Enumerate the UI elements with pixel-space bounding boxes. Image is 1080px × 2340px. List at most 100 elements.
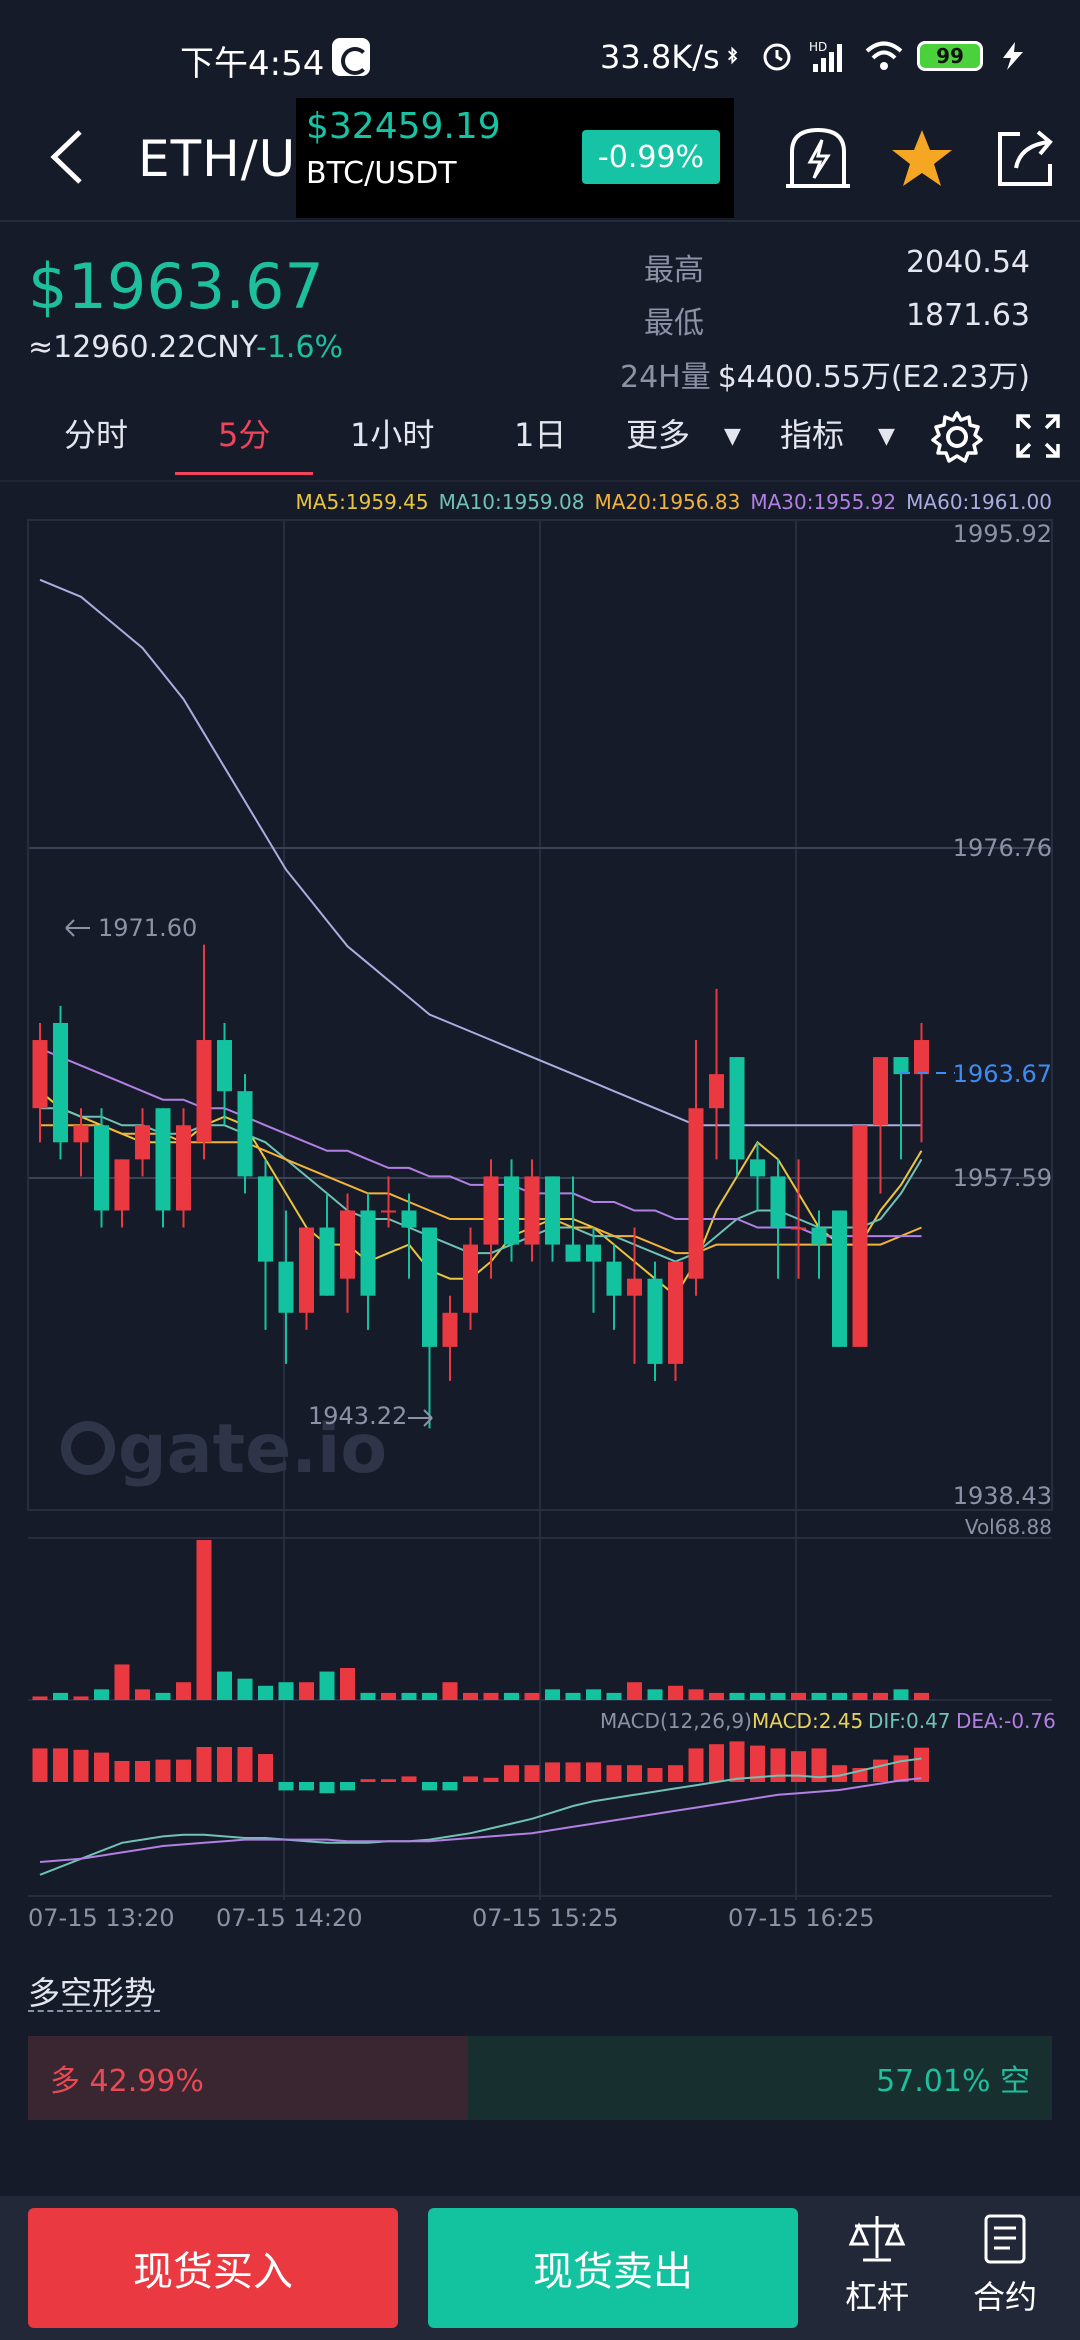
macd-bar xyxy=(893,1755,909,1782)
ma60-line xyxy=(39,578,922,1127)
high-marker-label: 1971.60 xyxy=(98,914,197,942)
macd-bar xyxy=(463,1776,478,1782)
macd-bar xyxy=(53,1748,68,1782)
candle-body xyxy=(217,1040,232,1092)
candle xyxy=(176,1108,191,1228)
candle-body xyxy=(114,1159,130,1211)
volume-bar xyxy=(647,1689,663,1700)
kline-chart[interactable]: gate.io 1995.92 1976.76 1957.59 1938.43 … xyxy=(0,515,1080,1955)
candle xyxy=(463,1227,478,1330)
tab-more[interactable]: 更多 xyxy=(626,416,691,454)
y-axis-top-label: 1995.92 xyxy=(953,520,1052,548)
macd-bar xyxy=(627,1765,642,1782)
leverage-button[interactable]: 杠杆 xyxy=(822,2212,932,2328)
candle xyxy=(340,1193,355,1313)
ma10-legend: MA10:1959.08 xyxy=(438,490,585,514)
settings-gear-icon[interactable] xyxy=(930,410,984,464)
volume-bar xyxy=(504,1692,519,1700)
contract-button[interactable]: 合约 xyxy=(950,2212,1060,2328)
macd-bar xyxy=(401,1776,417,1782)
signal-icon: HD xyxy=(809,40,842,72)
right-arrow-icon xyxy=(408,1409,433,1427)
chevron-down-icon[interactable]: ▼ xyxy=(878,424,895,449)
current-price-label: 1963.67 xyxy=(953,1060,1052,1088)
tab-indicators[interactable]: 指标 xyxy=(780,416,845,454)
volume-bar xyxy=(463,1692,478,1700)
volume-bar xyxy=(360,1692,376,1700)
candle-body xyxy=(319,1227,335,1296)
candle-body xyxy=(360,1210,376,1296)
candle-body xyxy=(832,1210,847,1347)
leverage-label: 杠杆 xyxy=(844,2278,909,2316)
volume-bar xyxy=(217,1671,232,1700)
dif-line xyxy=(39,1757,922,1876)
candle xyxy=(32,1022,48,1143)
x-axis-label-1: 07-15 13:20 xyxy=(28,1904,175,1932)
volume-bar xyxy=(340,1668,355,1700)
macd-bar xyxy=(278,1782,294,1791)
macd-bar xyxy=(217,1747,232,1782)
ticker-popup[interactable]: $32459.19 BTC/USDT -0.99% xyxy=(296,98,734,218)
volume-bar xyxy=(114,1664,130,1700)
volume-24h-value: $4400.55万(E2.23万) xyxy=(717,360,1030,395)
candle xyxy=(832,1210,847,1347)
ma30-legend: MA30:1955.92 xyxy=(750,490,897,514)
candle xyxy=(155,1108,171,1228)
macd-bar xyxy=(381,1779,396,1782)
tab-5min[interactable]: 5分 xyxy=(218,416,271,454)
alarm-icon xyxy=(763,43,791,71)
volume-bar xyxy=(832,1692,847,1700)
macd-bar xyxy=(914,1747,929,1782)
candle-body xyxy=(852,1125,868,1347)
tab-1day[interactable]: 1日 xyxy=(514,416,567,454)
high-value: 2040.54 xyxy=(905,245,1030,280)
macd-bar xyxy=(237,1747,253,1782)
watermark-text: gate.io xyxy=(118,1410,387,1489)
candle xyxy=(729,1057,745,1177)
ma20-line xyxy=(40,1124,922,1255)
macd-bar xyxy=(155,1759,171,1782)
candle-body xyxy=(73,1125,89,1143)
spot-sell-button[interactable]: 现货卖出 xyxy=(428,2208,798,2328)
back-icon[interactable] xyxy=(40,122,100,192)
chevron-down-icon[interactable]: ▼ xyxy=(724,424,741,449)
status-icons: HD 99 xyxy=(725,34,1031,78)
spot-buy-button[interactable]: 现货买入 xyxy=(28,2208,398,2328)
candles xyxy=(32,944,929,1429)
volume-bar xyxy=(586,1689,601,1700)
volume-bar xyxy=(73,1696,89,1700)
volume-bar xyxy=(668,1685,683,1700)
volume-bar xyxy=(606,1692,622,1700)
volume-bar xyxy=(545,1689,560,1700)
candle xyxy=(73,1108,89,1177)
battery-icon: 99 xyxy=(917,41,983,71)
x-axis-label-2: 07-15 14:20 xyxy=(216,1904,363,1932)
charging-icon xyxy=(1003,42,1023,70)
volume-bar xyxy=(278,1682,294,1700)
status-time: 下午4:54 xyxy=(180,44,325,84)
candle-body xyxy=(278,1261,294,1313)
macd-bar xyxy=(811,1748,827,1782)
active-tab-indicator xyxy=(175,472,313,475)
volume-bar xyxy=(32,1696,48,1700)
candle xyxy=(442,1295,458,1381)
macd-params-label: MACD(12,26,9) xyxy=(600,1709,752,1733)
candle xyxy=(893,1057,909,1160)
lightning-alert-icon[interactable] xyxy=(782,122,854,194)
tab-timeline[interactable]: 分时 xyxy=(64,416,129,454)
fullscreen-icon[interactable] xyxy=(1014,412,1062,460)
volume-bars xyxy=(32,1540,929,1700)
favorite-star-icon[interactable] xyxy=(886,122,958,194)
share-icon[interactable] xyxy=(990,122,1062,194)
candle-body xyxy=(381,1210,396,1213)
macd-bar xyxy=(586,1762,601,1782)
candle xyxy=(668,1261,683,1381)
candle xyxy=(524,1159,540,1262)
tab-1hour[interactable]: 1小时 xyxy=(350,416,435,454)
popup-change-badge: -0.99% xyxy=(582,130,720,184)
volume-label: Vol68.88 xyxy=(965,1515,1052,1539)
volume-bar xyxy=(94,1689,109,1700)
candle-body xyxy=(299,1227,314,1313)
candle-body xyxy=(914,1040,929,1075)
candle-body xyxy=(463,1244,478,1313)
